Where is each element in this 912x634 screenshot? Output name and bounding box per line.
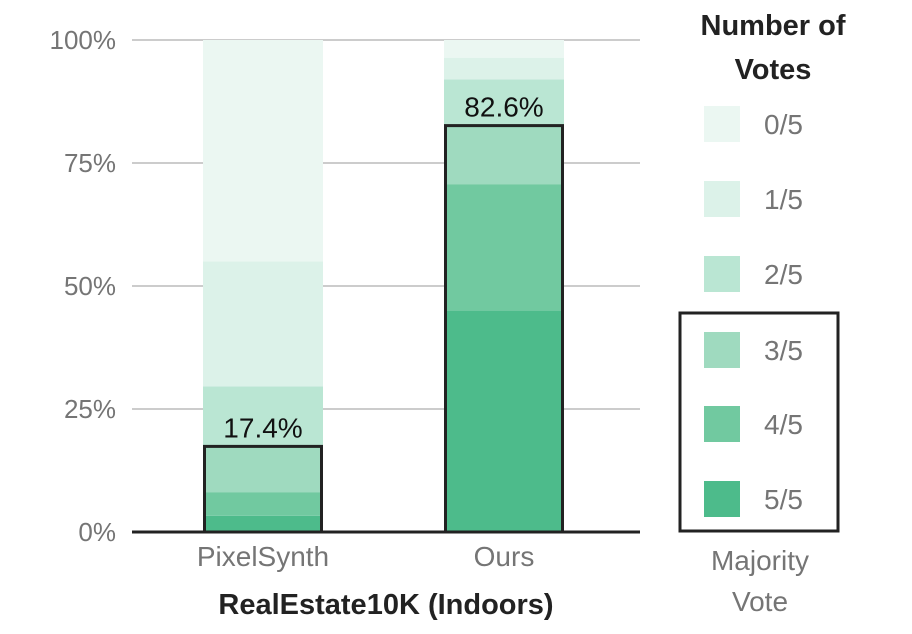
legend-label: 5/5	[764, 484, 803, 515]
bar-segment-3-of-5	[203, 446, 323, 493]
legend-label: 3/5	[764, 335, 803, 366]
data-label: 82.6%	[464, 92, 543, 123]
legend-title: Number of	[701, 10, 846, 42]
bar-segment-1-of-5	[444, 57, 564, 80]
legend-swatch	[704, 332, 740, 368]
y-axis-ticks: 0% 25% 50% 75% 100%	[50, 25, 117, 547]
majority-vote-caption: Vote	[732, 586, 788, 617]
bar-segment-5-of-5	[203, 515, 323, 532]
majority-vote-caption: Majority	[711, 545, 809, 576]
bar-segment-2-of-5	[444, 79, 564, 126]
legend-label: 2/5	[764, 259, 803, 290]
bar-segment-0-of-5	[203, 40, 323, 262]
bar-segment-1-of-5	[203, 261, 323, 387]
y-tick-label: 50%	[64, 271, 116, 301]
y-tick-label: 100%	[50, 25, 117, 55]
category-labels: PixelSynth Ours	[197, 541, 534, 572]
bar-segment-2-of-5	[203, 386, 323, 447]
x-axis-title: RealEstate10K (Indoors)	[218, 589, 553, 621]
bars	[203, 40, 564, 532]
y-tick-label: 0%	[78, 517, 116, 547]
bar-segment-4-of-5	[203, 492, 323, 516]
legend-title: Votes	[735, 54, 812, 86]
y-tick-label: 25%	[64, 394, 116, 424]
bar-segment-4-of-5	[444, 184, 564, 311]
legend: Number of Votes 0/5 1/5 2/5 3/5 4/5 5/5 Majority…	[678, 10, 846, 617]
legend-swatch	[704, 256, 740, 292]
legend-swatch	[704, 406, 740, 442]
legend-label: 0/5	[764, 109, 803, 140]
majority-vote-box	[678, 311, 840, 533]
y-tick-label: 75%	[64, 148, 116, 178]
legend-swatch	[704, 181, 740, 217]
bar-segment-3-of-5	[444, 125, 564, 185]
legend-swatch	[704, 106, 740, 142]
data-label: 17.4%	[223, 412, 302, 443]
category-label: PixelSynth	[197, 541, 329, 572]
bar-segment-5-of-5	[444, 310, 564, 532]
legend-label: 1/5	[764, 184, 803, 215]
legend-swatch	[704, 481, 740, 517]
legend-label: 4/5	[764, 409, 803, 440]
bar-segment-0-of-5	[444, 40, 564, 58]
category-label: Ours	[474, 541, 535, 572]
